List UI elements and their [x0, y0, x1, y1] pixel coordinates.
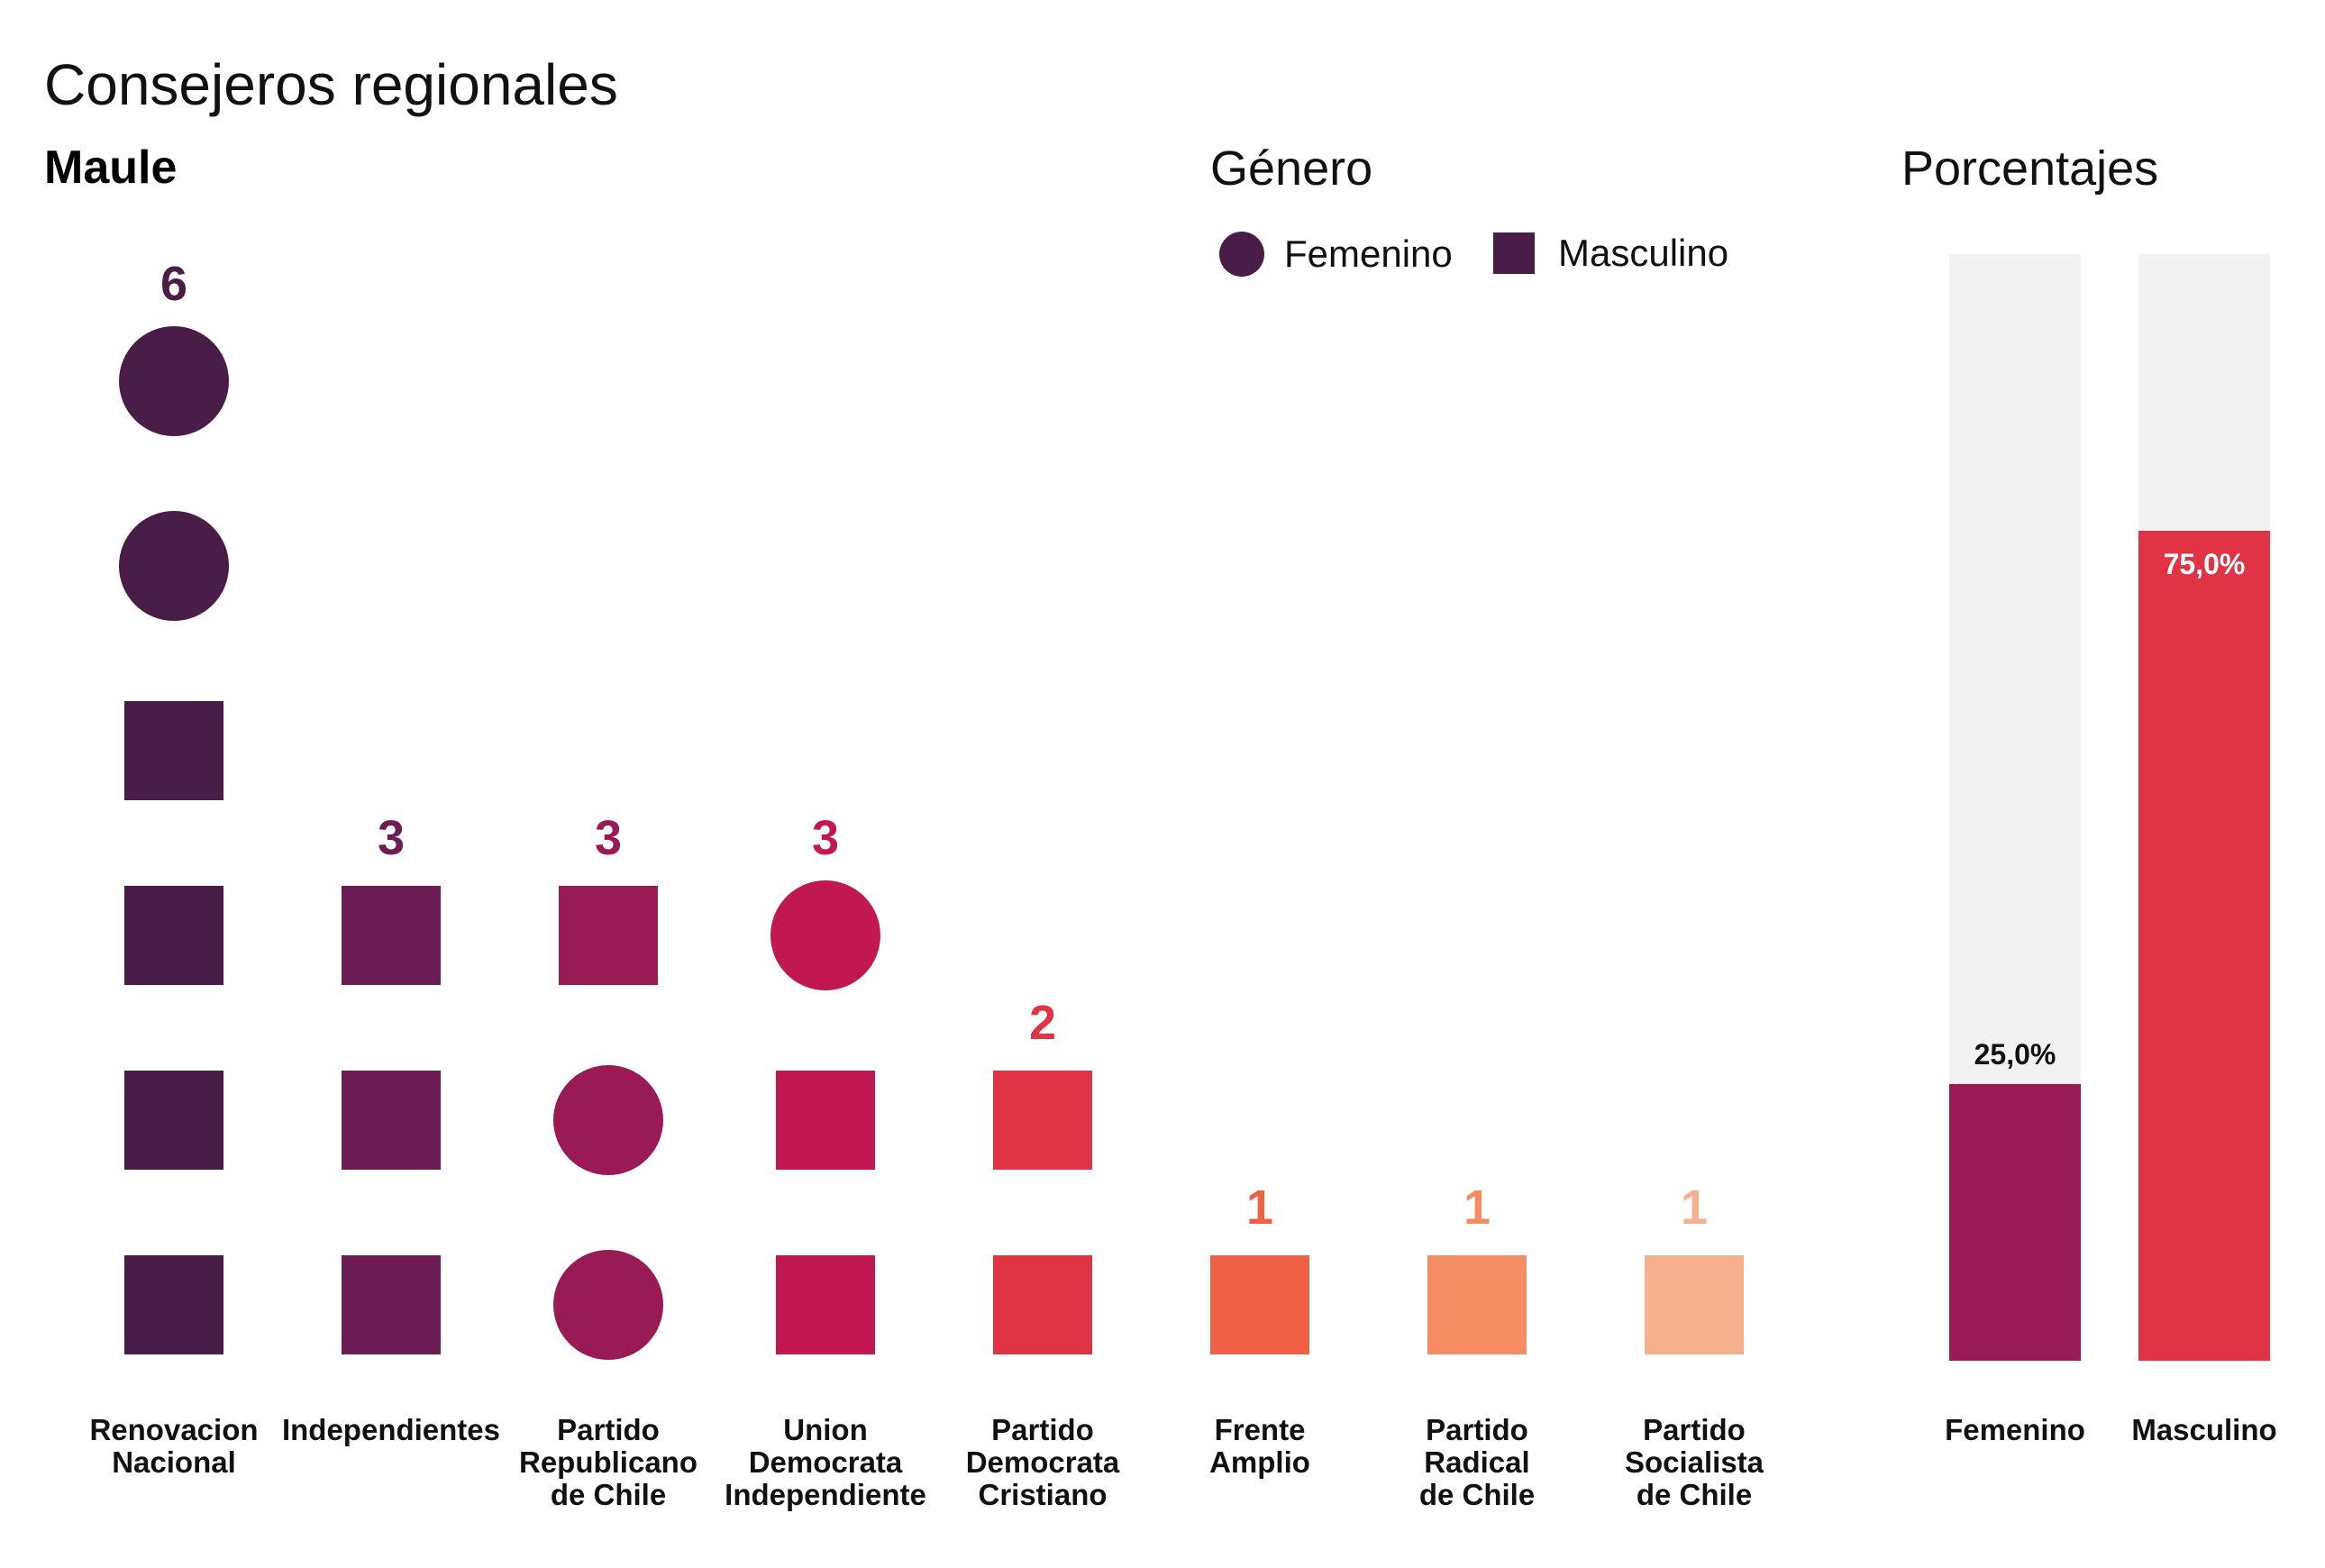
member-square-4-0 [993, 1255, 1092, 1354]
member-square-2-2 [559, 886, 658, 985]
category-label-7-0: Partido [1643, 1413, 1746, 1446]
member-square-1-2 [342, 886, 441, 985]
member-square-6-0 [1427, 1255, 1527, 1354]
member-square-5-0 [1210, 1255, 1309, 1354]
member-circle-0-5 [119, 326, 229, 436]
member-circle-0-4 [119, 511, 229, 621]
member-circle-3-2 [770, 880, 880, 990]
legend-item-masculino: Masculino [1493, 232, 1728, 275]
percent-bar-masculino [2138, 531, 2270, 1361]
square-icon [1493, 232, 1535, 274]
percent-bar-femenino [1949, 1084, 2081, 1361]
count-label-1: 3 [378, 811, 405, 865]
category-label-3-2: Independiente [725, 1478, 926, 1511]
legend-label-masculino: Masculino [1558, 232, 1729, 274]
member-square-3-1 [776, 1071, 875, 1170]
count-label-0: 6 [160, 257, 187, 311]
category-label-6-1: Radical [1424, 1445, 1529, 1479]
member-square-4-1 [993, 1071, 1092, 1170]
category-label-5-0: Frente [1215, 1413, 1306, 1446]
percent-value-label-1: 75,0% [2164, 548, 2246, 580]
legend-item-femenino: Femenino [1219, 232, 1453, 277]
category-label-3-1: Democrata [749, 1445, 903, 1479]
category-label-0-0: Renovacion [89, 1413, 258, 1446]
member-square-7-0 [1645, 1255, 1744, 1354]
count-label-5: 1 [1246, 1181, 1273, 1235]
category-label-6-0: Partido [1426, 1413, 1528, 1446]
chart-subtitle: Maule [44, 141, 178, 194]
category-label-4-0: Partido [991, 1413, 1094, 1446]
category-label-6-2: de Chile [1419, 1478, 1535, 1511]
percent-category-label-1: Masculino [2131, 1413, 2276, 1446]
member-circle-2-1 [553, 1065, 663, 1175]
percent-category-label-0: Femenino [1945, 1413, 2085, 1446]
member-circle-2-0 [553, 1250, 663, 1360]
count-label-4: 2 [1029, 996, 1056, 1050]
category-label-5-1: Amplio [1209, 1445, 1310, 1479]
count-label-6: 1 [1463, 1181, 1491, 1235]
member-square-3-0 [776, 1255, 875, 1354]
member-square-0-0 [124, 1255, 223, 1354]
count-label-2: 3 [595, 811, 622, 865]
chart-title: Consejeros regionales [44, 52, 618, 117]
category-label-4-1: Democrata [966, 1445, 1120, 1479]
category-label-2-1: Republicano [519, 1445, 698, 1479]
category-label-7-1: Socialista [1625, 1445, 1764, 1479]
circle-icon [1219, 232, 1264, 277]
member-square-0-1 [124, 1071, 223, 1170]
category-label-3-0: Union [783, 1413, 867, 1446]
category-label-0-1: Nacional [112, 1445, 236, 1479]
legend-title: Género [1210, 141, 1373, 196]
percent-panel-title: Porcentajes [1901, 141, 2159, 196]
member-square-0-3 [124, 701, 223, 800]
member-square-1-0 [342, 1255, 441, 1354]
category-label-2-2: de Chile [551, 1478, 666, 1511]
category-label-1-0: Independientes [282, 1413, 500, 1446]
category-label-4-2: Cristiano [978, 1478, 1107, 1511]
member-square-1-1 [342, 1071, 441, 1170]
member-square-0-2 [124, 886, 223, 985]
category-label-7-2: de Chile [1637, 1478, 1752, 1511]
legend-label-femenino: Femenino [1284, 232, 1453, 275]
category-label-2-0: Partido [557, 1413, 660, 1446]
percent-value-label-0: 25,0% [1974, 1038, 2056, 1071]
count-label-7: 1 [1681, 1181, 1708, 1235]
count-label-3: 3 [812, 811, 839, 865]
